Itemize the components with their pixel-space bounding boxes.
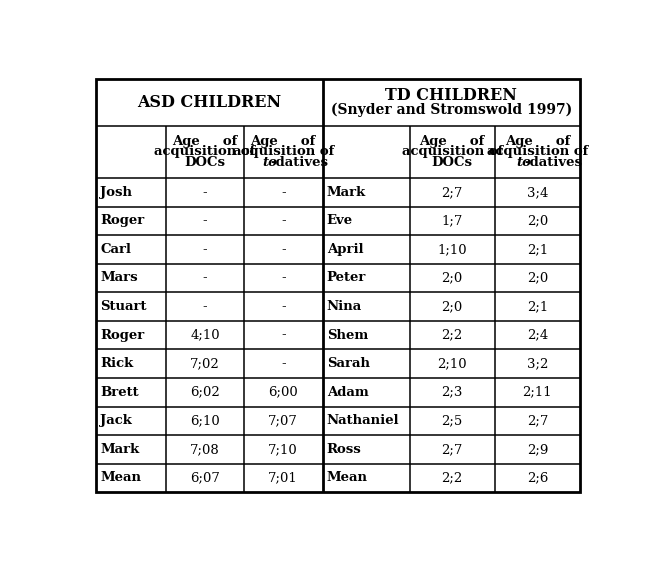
Text: Stuart: Stuart [100,300,147,313]
Text: DOCs: DOCs [184,156,226,169]
Text: Sarah: Sarah [327,357,370,370]
Text: Mark: Mark [100,443,139,456]
Text: 1;7: 1;7 [442,215,463,228]
Text: 2;1: 2;1 [527,300,548,313]
Text: Roger: Roger [100,215,145,228]
Text: TD CHILDREN: TD CHILDREN [385,87,517,104]
Text: Peter: Peter [327,272,366,285]
Text: -: - [203,272,207,285]
Text: Roger: Roger [100,329,145,342]
Text: 6;00: 6;00 [269,386,298,398]
Text: -: - [203,215,207,228]
Text: 3;2: 3;2 [527,357,548,370]
Text: Mean: Mean [100,471,141,484]
Text: 6;10: 6;10 [190,414,220,427]
Text: -: - [281,272,286,285]
Text: 6;02: 6;02 [190,386,220,398]
Text: -datives: -datives [525,156,583,169]
Text: to: to [262,156,277,169]
Text: 2;2: 2;2 [442,471,463,484]
Text: April: April [327,243,363,256]
Text: Mean: Mean [327,471,368,484]
Text: Mark: Mark [327,186,366,199]
Text: 2;7: 2;7 [442,186,463,199]
Text: Nina: Nina [327,300,362,313]
Text: 2;0: 2;0 [527,215,548,228]
Text: 2;6: 2;6 [527,471,548,484]
Text: -datives: -datives [271,156,329,169]
Text: 2;4: 2;4 [527,329,548,342]
Text: Brett: Brett [100,386,139,398]
Text: 2;7: 2;7 [527,414,548,427]
Text: 2;7: 2;7 [442,443,463,456]
Text: Shem: Shem [327,329,368,342]
Text: 2;5: 2;5 [442,414,463,427]
Text: Rick: Rick [100,357,133,370]
Text: 2;0: 2;0 [442,300,463,313]
Text: 1;10: 1;10 [438,243,467,256]
Text: Adam: Adam [327,386,368,398]
Text: 7;01: 7;01 [269,471,298,484]
Text: 2;9: 2;9 [527,443,548,456]
Text: -: - [281,186,286,199]
Text: 2;0: 2;0 [442,272,463,285]
Text: -: - [281,300,286,313]
Text: Eve: Eve [327,215,352,228]
Text: acquisition of: acquisition of [487,145,588,158]
Text: Age     of: Age of [251,135,316,148]
Text: Nathaniel: Nathaniel [327,414,399,427]
Text: Josh: Josh [100,186,132,199]
Text: 7;10: 7;10 [269,443,298,456]
Text: 2;10: 2;10 [438,357,467,370]
Text: 7;02: 7;02 [190,357,220,370]
Text: Age     of: Age of [420,135,485,148]
Text: 2;0: 2;0 [527,272,548,285]
Text: Age     of: Age of [172,135,238,148]
Text: 7;08: 7;08 [190,443,220,456]
Text: Ross: Ross [327,443,362,456]
Text: 2;3: 2;3 [442,386,463,398]
Text: Carl: Carl [100,243,131,256]
Text: -: - [203,300,207,313]
Text: -: - [281,357,286,370]
Text: 4;10: 4;10 [190,329,220,342]
Text: acquisition of: acquisition of [232,145,334,158]
Text: 3;4: 3;4 [527,186,548,199]
Text: -: - [203,243,207,256]
Text: DOCs: DOCs [432,156,473,169]
Text: Age     of: Age of [505,135,570,148]
Text: -: - [203,186,207,199]
Text: -: - [281,243,286,256]
Text: -: - [281,215,286,228]
Text: to: to [516,156,531,169]
Text: acquisition of: acquisition of [401,145,503,158]
Text: 2;1: 2;1 [527,243,548,256]
Text: acquisition of: acquisition of [154,145,255,158]
Text: Jack: Jack [100,414,132,427]
Text: (Snyder and Stromswold 1997): (Snyder and Stromswold 1997) [331,103,572,118]
Text: 7;07: 7;07 [268,414,298,427]
Text: 2;11: 2;11 [523,386,552,398]
Text: 2;2: 2;2 [442,329,463,342]
Text: Mars: Mars [100,272,138,285]
Text: -: - [281,329,286,342]
Text: ASD CHILDREN: ASD CHILDREN [137,94,282,111]
Text: 6;07: 6;07 [190,471,220,484]
